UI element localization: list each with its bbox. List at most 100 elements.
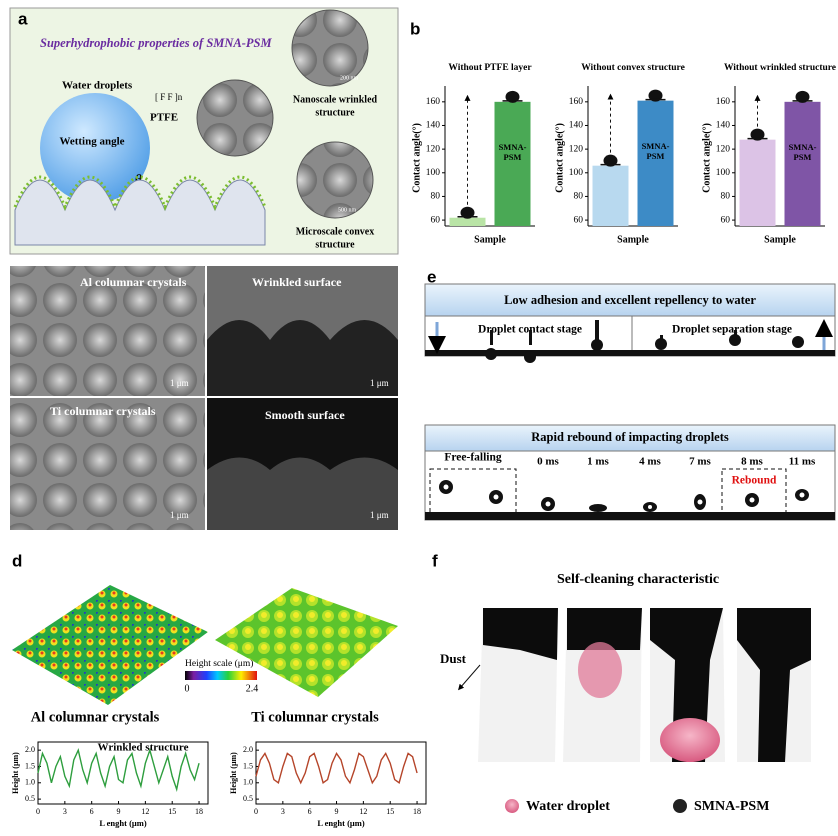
y-tick-label: 140 — [716, 121, 731, 131]
x-tick-label: 9 — [335, 807, 339, 816]
chart: Without wrinkled structure 60 80 100 120 140 1… — [701, 63, 836, 245]
panel-letter: a — [18, 9, 28, 28]
x-tick-label: 15 — [386, 807, 394, 816]
y-tick-label: 2.0 — [243, 745, 253, 754]
stage-label: Droplet separation stage — [672, 324, 792, 336]
label: structure — [315, 239, 355, 250]
x-tick-label: 0 — [254, 807, 258, 816]
x-tick-label: 12 — [141, 807, 149, 816]
panel-title: Superhydrophobic properties of SMNA-PSM — [40, 36, 273, 50]
y-tick-label: 160 — [569, 97, 584, 107]
label: structure — [315, 107, 355, 118]
panel-letter: f — [432, 551, 438, 570]
category-label: SMNA-PSM — [498, 141, 527, 162]
sem-inset — [296, 141, 374, 219]
x-tick-label: 6 — [308, 807, 312, 816]
x-tick-label: 12 — [359, 807, 367, 816]
convex-structure — [14, 179, 266, 246]
image-label: Ti columnar crystals — [50, 404, 156, 418]
colorbar-label: 0 — [185, 683, 190, 694]
y-tick-label: 0.5 — [25, 794, 35, 803]
box-title: Rapid rebound of impacting droplets — [531, 430, 729, 444]
ptfe-formula: [ F F ]n — [155, 92, 183, 102]
category-box: SMNA-PSM — [789, 142, 817, 162]
label: Free-falling — [444, 452, 502, 464]
bar — [592, 165, 629, 226]
panel-title: Self-cleaning characteristic — [557, 572, 719, 587]
scale-label: 1 μm — [170, 510, 189, 520]
sem-inset — [291, 9, 369, 87]
water-droplet — [40, 93, 150, 203]
scale-label: 200 nm — [340, 75, 359, 81]
annotation: Wrinkled structure — [98, 742, 189, 754]
surface-map — [215, 588, 398, 697]
y-tick-label: 100 — [426, 168, 441, 178]
x-axis-label: L enght (μm) — [99, 818, 146, 828]
substrate — [425, 512, 835, 520]
y-tick-label: 80 — [431, 192, 441, 202]
y-axis-label: Height (μm) — [11, 752, 20, 794]
label: Water droplets — [62, 80, 133, 92]
time-label: 1 ms — [587, 456, 609, 468]
scale-label: 1 μm — [370, 378, 389, 388]
chart-title: Without PTFE layer — [448, 63, 532, 73]
y-tick-label: 2.0 — [25, 745, 35, 754]
y-tick-label: 60 — [574, 215, 584, 225]
x-axis-label: Sample — [764, 234, 796, 245]
category-box: SMNA-PSM — [498, 141, 527, 162]
stage-label: Droplet contact stage — [478, 324, 582, 336]
y-tick-label: 140 — [569, 121, 584, 131]
x-tick-label: 6 — [90, 807, 94, 816]
y-tick-label: 60 — [431, 215, 441, 225]
cross-section — [207, 457, 398, 530]
y-tick-label: 100 — [569, 168, 584, 178]
droplet-icon — [795, 90, 810, 103]
legend-symbol — [673, 799, 687, 813]
photos — [478, 608, 811, 762]
cross-section — [207, 320, 398, 396]
category-label: SMNA-PSM — [641, 140, 670, 161]
x-axis-label: Sample — [617, 234, 649, 245]
profile-line — [255, 752, 418, 785]
plot-frame — [255, 741, 427, 805]
droplet-icon — [750, 128, 765, 141]
bar — [449, 217, 486, 226]
sem-image — [10, 266, 205, 396]
y-tick-label: 120 — [426, 144, 441, 154]
box-title: Low adhesion and excellent repellency to… — [504, 293, 756, 307]
chart-title: Without wrinkled structure — [724, 63, 836, 73]
sem-inset — [196, 79, 274, 157]
rebound-label: Rebound — [732, 475, 777, 487]
colorbar-label: 2.4 — [246, 683, 259, 694]
time-label: 7 ms — [689, 456, 711, 468]
colorbar-title: Height scale (μm) — [185, 658, 253, 669]
image-label: Al columnar crystals — [80, 275, 187, 289]
image-label: Smooth surface — [265, 408, 345, 422]
y-tick-label: 100 — [716, 168, 731, 178]
time-label: 11 ms — [789, 456, 816, 468]
box-header — [424, 283, 836, 317]
x-axis-label: Sample — [474, 234, 506, 245]
surface-label: Al columnar crystals — [31, 709, 160, 725]
y-tick-label: 80 — [574, 192, 584, 202]
chart: Without convex structure 60 80 100 120 140 160… — [554, 63, 685, 245]
legend-label: Water droplet — [526, 799, 610, 814]
label: Nanoscale wrinkled — [293, 94, 378, 105]
x-tick-label: 3 — [281, 807, 285, 816]
scale-label: 1 μm — [370, 510, 389, 520]
category-box: SMNA-PSM — [641, 140, 670, 161]
y-tick-label: 0.5 — [243, 794, 253, 803]
legend-symbol — [505, 799, 519, 813]
droplet-icon — [505, 90, 520, 103]
sem-image — [10, 398, 205, 530]
droplet-icon — [603, 154, 618, 167]
surface-map — [12, 585, 208, 705]
substrate — [425, 350, 835, 356]
x-axis-label: L enght (μm) — [317, 818, 364, 828]
panel-letter: e — [427, 267, 436, 286]
bar — [739, 139, 776, 226]
y-tick-label: 160 — [716, 97, 731, 107]
y-tick-label: 140 — [426, 121, 441, 131]
scale-label: 500 nm — [338, 207, 357, 213]
